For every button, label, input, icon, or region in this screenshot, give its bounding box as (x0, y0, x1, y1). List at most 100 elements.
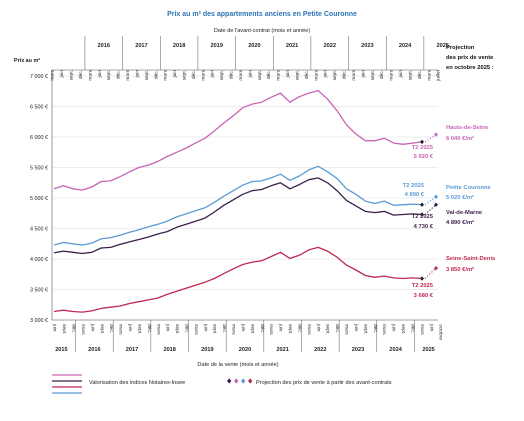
top-month-label: déc. (78, 70, 84, 79)
top-month-label: juillet (436, 69, 442, 82)
top-year-label: 2016 (98, 43, 110, 49)
top-month-label: sept. (370, 70, 376, 80)
legend: Valorisation des indices Notaires-Insee … (52, 374, 392, 394)
bottom-month-label: mars (231, 324, 237, 335)
top-month-label: juin (97, 70, 103, 79)
label-vdm-t2: T2 2025 (412, 214, 434, 220)
projection-marker (434, 202, 438, 207)
y-tick-labels: 3 000 € 3 500 € 4 000 € 4 500 € 5 000 € 5 500… (30, 74, 48, 324)
top-month-label: déc. (266, 70, 272, 79)
label-ssd-name: Seine-Saint-Denis (446, 256, 495, 262)
series-lines (53, 89, 423, 313)
bottom-month-label: juin (89, 323, 95, 332)
top-month-label: déc. (116, 70, 122, 79)
bottom-year-label: 2019 (201, 347, 213, 353)
top-year-label: 2019 (211, 43, 223, 49)
top-year-label: 2025 (436, 43, 448, 49)
bottom-year-label: 2015 (55, 347, 67, 353)
top-month-label: déc. (342, 70, 348, 79)
bottom-month-label: sept. (174, 324, 180, 334)
projection-header-2: des prix de vente (446, 55, 494, 61)
bottom-year-label: 2025 (422, 347, 434, 353)
top-month-label: sept. (332, 70, 338, 80)
bottom-month-label: déc. (372, 324, 378, 333)
top-month-label: mars (276, 69, 282, 80)
series-line-val-de-marne (53, 177, 423, 255)
legend-projection: Projection des prix de vente à partir de… (256, 380, 392, 386)
legend-diamond-vdm (227, 378, 232, 384)
bottom-month-label: juin (165, 323, 171, 332)
bottom-month-label: déc. (259, 324, 265, 333)
chart-subtitle: Date de l'avant-contrat (mois et année) (214, 28, 311, 34)
legend-diamond-pc (241, 378, 246, 384)
top-month-label: mars (238, 69, 244, 80)
bottom-month-label: mars (306, 324, 312, 335)
label-hds-name: Hauts-de-Seine (446, 125, 489, 131)
top-month-label: sept. (144, 70, 150, 80)
bottom-month-label: mars (344, 324, 350, 335)
bottom-month-label: mars (118, 324, 124, 335)
projection-path (424, 134, 437, 143)
top-month-label: juin (59, 70, 65, 79)
y-tick-label: 7 000 € (30, 74, 48, 80)
top-month-label: déc. (229, 70, 235, 79)
grid (51, 69, 438, 321)
top-month-label: sept. (219, 70, 225, 80)
top-year-label: 2017 (135, 43, 147, 49)
top-year-label: 2022 (324, 43, 336, 49)
label-pc-t2: T2 2025 (403, 183, 425, 189)
label-pc-name: Petite Couronne (446, 185, 492, 191)
top-month-label: déc. (153, 70, 159, 79)
top-month-label: mars (50, 69, 56, 80)
y-tick-label: 5 000 € (30, 196, 48, 202)
y-tick-label: 6 000 € (30, 135, 48, 141)
label-hds-value: 6 040 €/m² (446, 135, 474, 142)
bottom-month-label: juin (428, 323, 434, 332)
label-hds-t2-value: 5 920 € (414, 154, 434, 160)
bottom-month-label: juin (52, 323, 58, 332)
top-year-label: 2024 (399, 43, 412, 49)
top-month-label: juin (210, 70, 216, 79)
y-axis-label: Prix au m² (14, 58, 40, 64)
y-tick-label: 4 500 € (30, 227, 48, 233)
top-month-label: sept. (257, 70, 263, 80)
bottom-month-label: déc. (108, 324, 114, 333)
bottom-month-label: sept. (249, 324, 255, 334)
top-axis: mars juin sept. déc. mars juin sept. déc. mars ju… (50, 36, 449, 82)
bottom-year-label: 2016 (88, 347, 100, 353)
top-month-label: sept. (182, 70, 188, 80)
label-hds-t2: T2 2025 (412, 145, 434, 151)
bottom-month-label: juin (391, 323, 397, 332)
top-month-label: mars (389, 69, 395, 80)
bottom-month-label: sept. (325, 324, 331, 334)
series-line-petite-couronne (53, 165, 423, 246)
y-tick-label: 6 500 € (30, 105, 48, 111)
bottom-month-label: déc. (409, 324, 415, 333)
label-ssd-t2-value: 3 680 € (414, 293, 434, 299)
bottom-month-label: sept. (212, 324, 218, 334)
label-vdm-t2-value: 4 730 € (414, 224, 434, 230)
top-year-label: 2023 (361, 43, 373, 49)
top-month-label: déc. (304, 70, 310, 79)
bottom-month-label: déc. (334, 324, 340, 333)
bottom-month-label: déc. (184, 324, 190, 333)
last-point-marker (420, 202, 424, 207)
bottom-year-label: 2022 (314, 347, 326, 353)
top-month-label: sept. (69, 70, 75, 80)
top-month-label: sept. (294, 70, 300, 80)
bottom-month-label: juin (278, 323, 284, 332)
label-vdm-name: Val-de-Marne (446, 210, 483, 216)
bottom-month-label: sept. (136, 324, 142, 334)
projection-markers (420, 132, 438, 281)
series-line-seine-saint-denis (53, 246, 423, 313)
top-month-label: mars (87, 69, 93, 80)
top-year-label: 2020 (248, 43, 260, 49)
label-vdm-value: 4 890 €/m² (446, 219, 474, 226)
label-ssd-t2: T2 2025 (412, 283, 434, 289)
bottom-month-label: déc. (71, 324, 77, 333)
top-year-label: 2021 (286, 43, 298, 49)
x-axis-label: Date de la vente (mois et année) (197, 362, 278, 368)
top-month-label: juin (360, 70, 366, 79)
top-month-label: mars (426, 69, 432, 80)
